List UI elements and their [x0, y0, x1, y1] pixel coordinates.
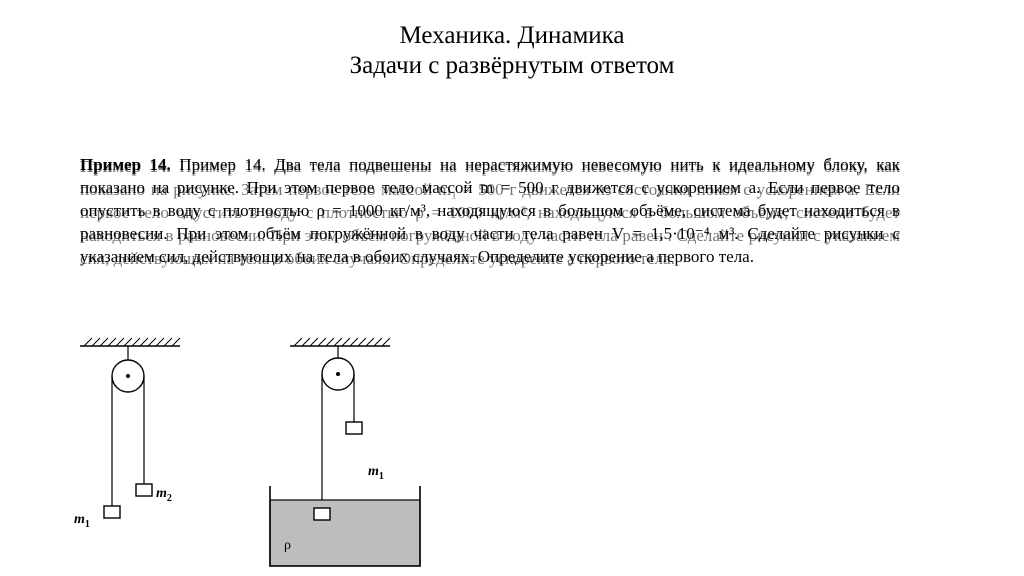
fluid-density-label: ρ — [284, 538, 291, 554]
ceiling-hatch — [84, 338, 180, 346]
page-subtitle: Задачи с развёрнутым ответом — [0, 52, 1024, 80]
mass-1-box-b — [314, 508, 330, 520]
pulley-axle — [126, 374, 130, 378]
page-root: Механика. Динамика Задачи с развёрнутым … — [0, 22, 1024, 576]
problem-text-b: Пример 14. Два тела подвешены на нерастя… — [80, 157, 900, 268]
diagram1-svg — [80, 336, 220, 536]
mass-1-label: m1 — [74, 512, 90, 530]
fluid-body — [270, 500, 420, 566]
example-number-2: Пример 14. — [80, 157, 171, 176]
problem-text-layer-2: Пример 14. Пример 14. Два тела подвешены… — [80, 156, 900, 271]
mass-2-label: m2 — [156, 486, 172, 504]
diagram2-svg — [260, 336, 470, 576]
mass-1-label-b: m1 — [368, 464, 384, 482]
page-title: Механика. Динамика — [0, 22, 1024, 50]
mass-2-box-b — [346, 422, 362, 434]
mass-2-box — [136, 484, 152, 496]
diagram-pulley-mass-in-fluid: m1 ρ — [260, 336, 470, 576]
pulley-axle-2 — [336, 372, 340, 376]
mass-1-box — [104, 506, 120, 518]
ceiling-hatch-2 — [294, 338, 390, 346]
diagram-pulley-two-masses: m1 m2 — [80, 336, 220, 536]
